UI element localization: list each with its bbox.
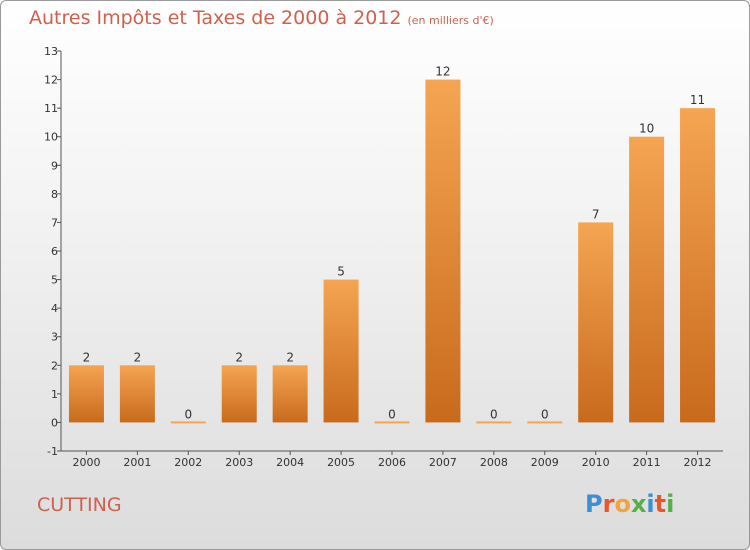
y-tick-label: 9 <box>51 159 58 172</box>
bar <box>527 421 563 424</box>
logo-letter: i <box>666 490 675 518</box>
logo-letter: i <box>646 490 655 518</box>
data-label: 2 <box>83 350 91 364</box>
x-tick-label: 2001 <box>123 456 151 469</box>
logo-letter: t <box>654 490 667 518</box>
logo-letter: x <box>630 490 647 518</box>
y-tick-label: 13 <box>44 45 58 58</box>
x-tick-label: 2002 <box>174 456 202 469</box>
bar <box>476 421 512 424</box>
y-tick-label: 8 <box>51 188 58 201</box>
y-tick-label: 4 <box>51 302 58 315</box>
bar <box>374 421 410 424</box>
bar <box>170 421 206 424</box>
bar <box>221 365 257 423</box>
bar <box>425 79 461 423</box>
data-label: 5 <box>337 265 345 279</box>
data-label: 12 <box>435 65 450 79</box>
data-label: 10 <box>639 122 654 136</box>
bar <box>578 222 614 423</box>
y-tick-label: 12 <box>44 74 58 87</box>
chart-subtitle: (en milliers d'€) <box>407 14 494 27</box>
y-tick-label: 2 <box>51 359 58 372</box>
bar <box>119 365 155 423</box>
data-label: 0 <box>184 407 192 421</box>
y-tick-label: 3 <box>51 331 58 344</box>
y-tick-label: 7 <box>51 216 58 229</box>
data-label: 0 <box>541 407 549 421</box>
bar <box>680 108 716 423</box>
chart-title-text: Autres Impôts et Taxes de 2000 à 2012 <box>29 7 402 29</box>
logo-letter: r <box>602 490 615 518</box>
data-label: 2 <box>286 350 294 364</box>
chart-title: Autres Impôts et Taxes de 2000 à 2012 (en… <box>29 7 494 29</box>
x-tick-label: 2004 <box>276 456 304 469</box>
x-tick-label: 2010 <box>582 456 610 469</box>
y-tick-label: 10 <box>44 131 58 144</box>
x-tick-label: 2011 <box>633 456 661 469</box>
logo-letter: P <box>585 490 603 518</box>
y-tick-label: 5 <box>51 274 58 287</box>
data-label: 2 <box>134 350 142 364</box>
chart-data-labels: 2 2 0 2 2 5 0 12 0 0 7 10 11 <box>83 65 706 422</box>
data-label: 0 <box>490 407 498 421</box>
x-tick-label: 2005 <box>327 456 355 469</box>
x-tick-label: 2007 <box>429 456 457 469</box>
data-label: 11 <box>690 93 705 107</box>
bar <box>629 136 665 423</box>
proxiti-logo: Proxiti <box>585 490 674 518</box>
x-tick-label: 2006 <box>378 456 406 469</box>
x-tick-label: 2003 <box>225 456 253 469</box>
y-tick-label: 0 <box>51 416 58 429</box>
data-label: 0 <box>388 407 396 421</box>
data-label: 2 <box>235 350 243 364</box>
y-tick-label: 1 <box>51 388 58 401</box>
logo-letter: o <box>614 490 631 518</box>
x-tick-label: 2008 <box>480 456 508 469</box>
bar <box>272 365 308 423</box>
data-label: 7 <box>592 207 600 221</box>
x-tick-label: 2009 <box>531 456 559 469</box>
x-tick-label: 2012 <box>684 456 712 469</box>
bar <box>323 279 359 423</box>
commune-name: CUTTING <box>37 494 122 516</box>
y-tick-label: 11 <box>44 102 58 115</box>
y-tick-label: 6 <box>51 245 58 258</box>
chart-bars <box>68 79 716 424</box>
x-tick-label: 2000 <box>72 456 100 469</box>
y-tick-label: -1 <box>47 445 58 458</box>
bar <box>68 365 104 423</box>
